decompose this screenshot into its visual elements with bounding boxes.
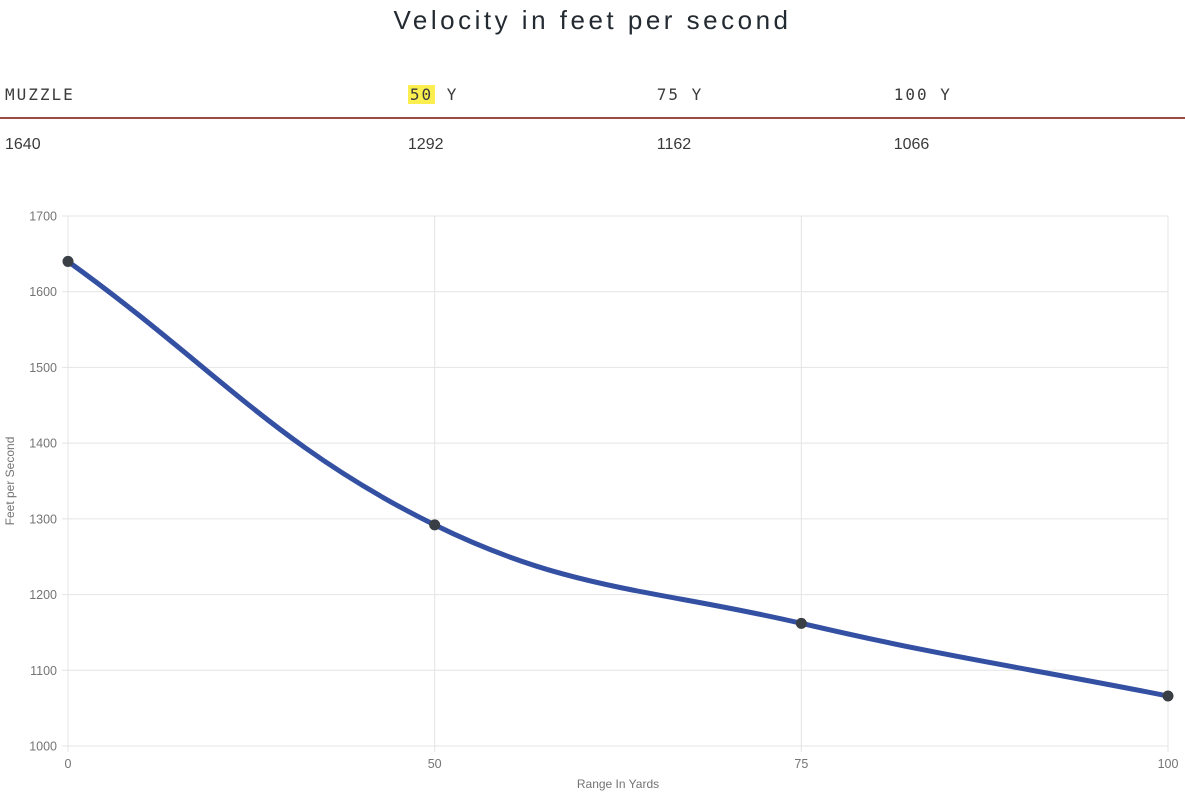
column-header-100y: 100 Y (889, 42, 1185, 117)
y-tick-label: 1700 (29, 210, 57, 224)
y-tick-label: 1500 (29, 361, 57, 375)
column-header-muzzle: MUZZLE (0, 42, 403, 117)
table-value-row: 1640 1292 1162 1066 (0, 119, 1185, 167)
page-title: Velocity in feet per second (393, 5, 792, 35)
x-tick-label: 75 (794, 757, 808, 771)
y-tick-label: 1600 (29, 285, 57, 299)
velocity-value-muzzle: 1640 (5, 136, 41, 153)
velocity-value-75y: 1162 (656, 136, 692, 153)
data-point[interactable] (1162, 690, 1174, 702)
column-header-75y: 75 Y (652, 42, 889, 117)
column-header-50y: 50 Y (403, 42, 652, 117)
y-axis-title: Feet per Second (3, 437, 17, 526)
search-highlight: 50 (407, 85, 436, 104)
velocity-chart-canvas[interactable]: 1000 1100 1200 1300 1400 1500 1600 1700 0 50 75 100… (0, 197, 1185, 796)
x-tick-label: 100 (1158, 757, 1179, 771)
x-tick-label: 0 (65, 757, 72, 771)
x-tick-label: 50 (428, 757, 442, 771)
velocity-line (66, 259, 1169, 699)
y-tick-label: 1100 (30, 664, 57, 678)
column-header-label: 100 Y (893, 85, 952, 104)
y-tick-label: 1400 (29, 437, 57, 451)
data-point[interactable] (795, 617, 807, 629)
velocity-table: MUZZLE 50 Y 75 Y 100 Y 1640 1292 1162 10… (0, 42, 1185, 167)
y-tick-label: 1300 (29, 512, 57, 526)
velocity-value-50y: 1292 (407, 136, 444, 153)
x-axis-title: Range In Yards (577, 777, 659, 791)
column-header-label: 75 Y (656, 85, 704, 104)
y-tick-label: 1200 (29, 588, 57, 602)
data-point[interactable] (62, 255, 74, 267)
velocity-chart[interactable]: 1000 1100 1200 1300 1400 1500 1600 1700 0 50 75 100… (0, 197, 1185, 796)
y-tick-label: 1000 (29, 740, 57, 754)
data-point[interactable] (429, 519, 441, 531)
velocity-value-100y: 1066 (893, 136, 930, 153)
column-header-label: MUZZLE (5, 85, 75, 104)
table-header-row: MUZZLE 50 Y 75 Y 100 Y (0, 42, 1185, 119)
column-header-label: Y (435, 85, 459, 104)
